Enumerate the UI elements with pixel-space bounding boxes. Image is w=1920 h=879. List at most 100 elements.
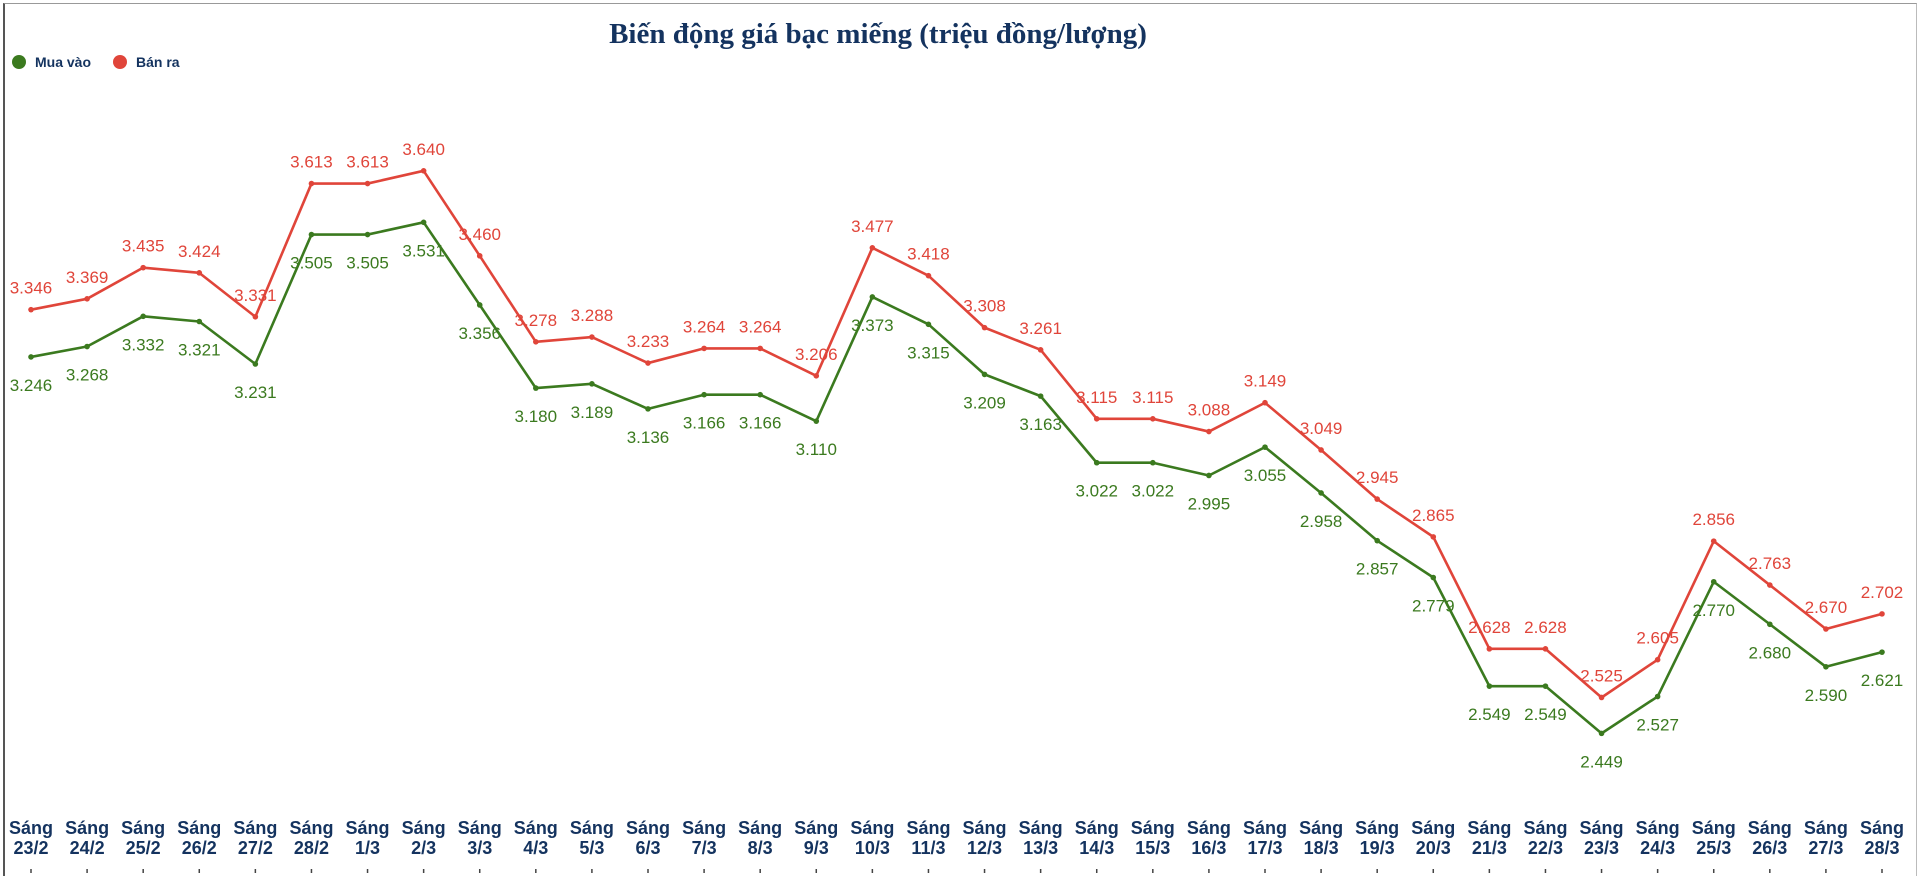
data-label-buy: 3.110 xyxy=(796,440,837,459)
data-label-sell: 2.525 xyxy=(1580,666,1623,685)
data-point-buy xyxy=(1486,683,1493,689)
data-label-buy: 3.373 xyxy=(851,316,894,335)
data-point-sell xyxy=(28,306,34,313)
data-point-sell xyxy=(1262,399,1268,406)
data-label-sell: 3.424 xyxy=(178,242,221,261)
data-point-buy xyxy=(252,361,259,367)
data-point-buy xyxy=(757,391,763,398)
data-label-buy: 3.356 xyxy=(458,324,501,343)
data-label-buy: 3.055 xyxy=(1244,466,1287,485)
data-point-sell xyxy=(1767,582,1773,588)
data-label-buy: 3.209 xyxy=(963,393,1006,412)
x-tick-label: Sáng 10/3 xyxy=(850,818,894,858)
data-point-buy xyxy=(1542,683,1549,689)
data-point-buy xyxy=(869,294,876,300)
x-tick-label: Sáng 6/3 xyxy=(626,818,670,858)
data-point-buy xyxy=(925,321,932,328)
data-label-buy: 3.246 xyxy=(10,376,53,395)
legend: Mua vào Bán ra xyxy=(12,54,180,70)
x-tick-label: Sáng 21/3 xyxy=(1467,818,1511,858)
x-tick-label: Sáng 24/3 xyxy=(1636,818,1680,858)
data-point-buy xyxy=(533,385,539,391)
x-tick-label: Sáng 24/2 xyxy=(65,818,109,858)
x-tick-label: Sáng 19/3 xyxy=(1355,818,1399,858)
data-point-buy xyxy=(1206,472,1212,479)
x-tick-label: Sáng 18/3 xyxy=(1299,818,1343,858)
data-label-buy: 2.527 xyxy=(1636,716,1679,735)
data-point-sell xyxy=(1430,534,1437,540)
x-tick-label: Sáng 3/3 xyxy=(458,818,502,858)
data-label-buy: 3.022 xyxy=(1075,482,1118,501)
data-point-buy xyxy=(1767,621,1773,628)
data-label-buy: 2.621 xyxy=(1861,671,1904,690)
x-tick-label: Sáng 20/3 xyxy=(1411,818,1455,858)
data-label-sell: 3.288 xyxy=(571,306,614,325)
legend-item-sell: Bán ra xyxy=(113,54,180,70)
data-point-buy xyxy=(1150,459,1156,466)
data-point-sell xyxy=(1150,415,1156,422)
data-label-buy: 3.332 xyxy=(122,335,165,354)
data-point-sell xyxy=(140,264,146,271)
x-tick-label: Sáng 8/3 xyxy=(738,818,782,858)
x-tick-label: Sáng 1/3 xyxy=(346,818,390,858)
x-tick-label: Sáng 16/3 xyxy=(1187,818,1231,858)
x-tick-label: Sáng 23/2 xyxy=(9,818,53,858)
data-point-sell xyxy=(1093,415,1100,422)
x-tick-label: Sáng 15/3 xyxy=(1131,818,1175,858)
data-label-buy: 2.958 xyxy=(1300,512,1343,531)
data-label-sell: 3.460 xyxy=(458,225,501,244)
x-tick-label: Sáng 26/3 xyxy=(1748,818,1792,858)
data-label-buy: 3.505 xyxy=(346,254,389,273)
data-label-buy: 3.315 xyxy=(907,343,950,362)
data-label-sell: 3.264 xyxy=(739,317,782,336)
data-label-buy: 3.166 xyxy=(739,414,782,433)
data-label-buy: 3.231 xyxy=(234,383,277,402)
data-label-buy: 3.189 xyxy=(571,403,614,422)
series-line-sell xyxy=(30,169,1883,699)
x-tick-label: Sáng 28/3 xyxy=(1860,818,1904,858)
x-tick-label: Sáng 13/3 xyxy=(1019,818,1063,858)
data-point-buy xyxy=(1262,444,1268,450)
data-point-sell xyxy=(981,324,988,331)
x-tick-label: Sáng 27/2 xyxy=(233,818,277,858)
data-point-buy xyxy=(420,219,427,226)
legend-item-buy: Mua vào xyxy=(12,54,91,70)
data-point-buy xyxy=(1710,578,1717,585)
data-point-buy xyxy=(645,406,651,412)
x-tick-label: Sáng 14/3 xyxy=(1075,818,1119,858)
data-point-sell xyxy=(308,180,315,187)
data-point-sell xyxy=(645,360,651,366)
data-point-sell xyxy=(1037,347,1044,353)
data-point-buy xyxy=(1093,459,1100,466)
data-label-sell: 2.670 xyxy=(1805,598,1848,617)
data-point-buy xyxy=(981,371,988,378)
legend-dot-buy-icon xyxy=(12,55,26,69)
data-label-buy: 2.549 xyxy=(1524,705,1567,724)
data-label-buy: 3.136 xyxy=(627,428,670,447)
data-point-buy xyxy=(1318,490,1324,496)
x-tick-label: Sáng 17/3 xyxy=(1243,818,1287,858)
data-label-sell: 3.278 xyxy=(515,311,558,330)
data-point-sell xyxy=(869,245,876,251)
data-point-buy xyxy=(1374,537,1380,544)
data-point-sell xyxy=(1206,428,1212,435)
data-point-buy xyxy=(813,418,820,424)
x-tick-label: Sáng 9/3 xyxy=(794,818,838,858)
data-label-sell: 3.418 xyxy=(907,245,950,264)
x-tick-label: Sáng 12/3 xyxy=(963,818,1007,858)
data-point-buy xyxy=(308,231,315,238)
data-point-buy xyxy=(701,391,707,398)
data-point-sell xyxy=(252,313,259,320)
data-label-buy: 3.022 xyxy=(1132,482,1175,501)
data-label-sell: 3.369 xyxy=(66,268,109,287)
data-label-sell: 2.628 xyxy=(1524,618,1567,637)
data-label-sell: 3.331 xyxy=(234,286,277,305)
data-point-buy xyxy=(140,313,146,320)
data-label-buy: 3.531 xyxy=(402,241,445,260)
data-point-buy xyxy=(28,354,34,360)
data-point-buy xyxy=(1654,693,1661,700)
data-point-sell xyxy=(84,296,90,302)
x-tick-label: Sáng 2/3 xyxy=(402,818,446,858)
data-point-sell xyxy=(1654,656,1661,663)
data-label-sell: 3.088 xyxy=(1188,401,1231,420)
